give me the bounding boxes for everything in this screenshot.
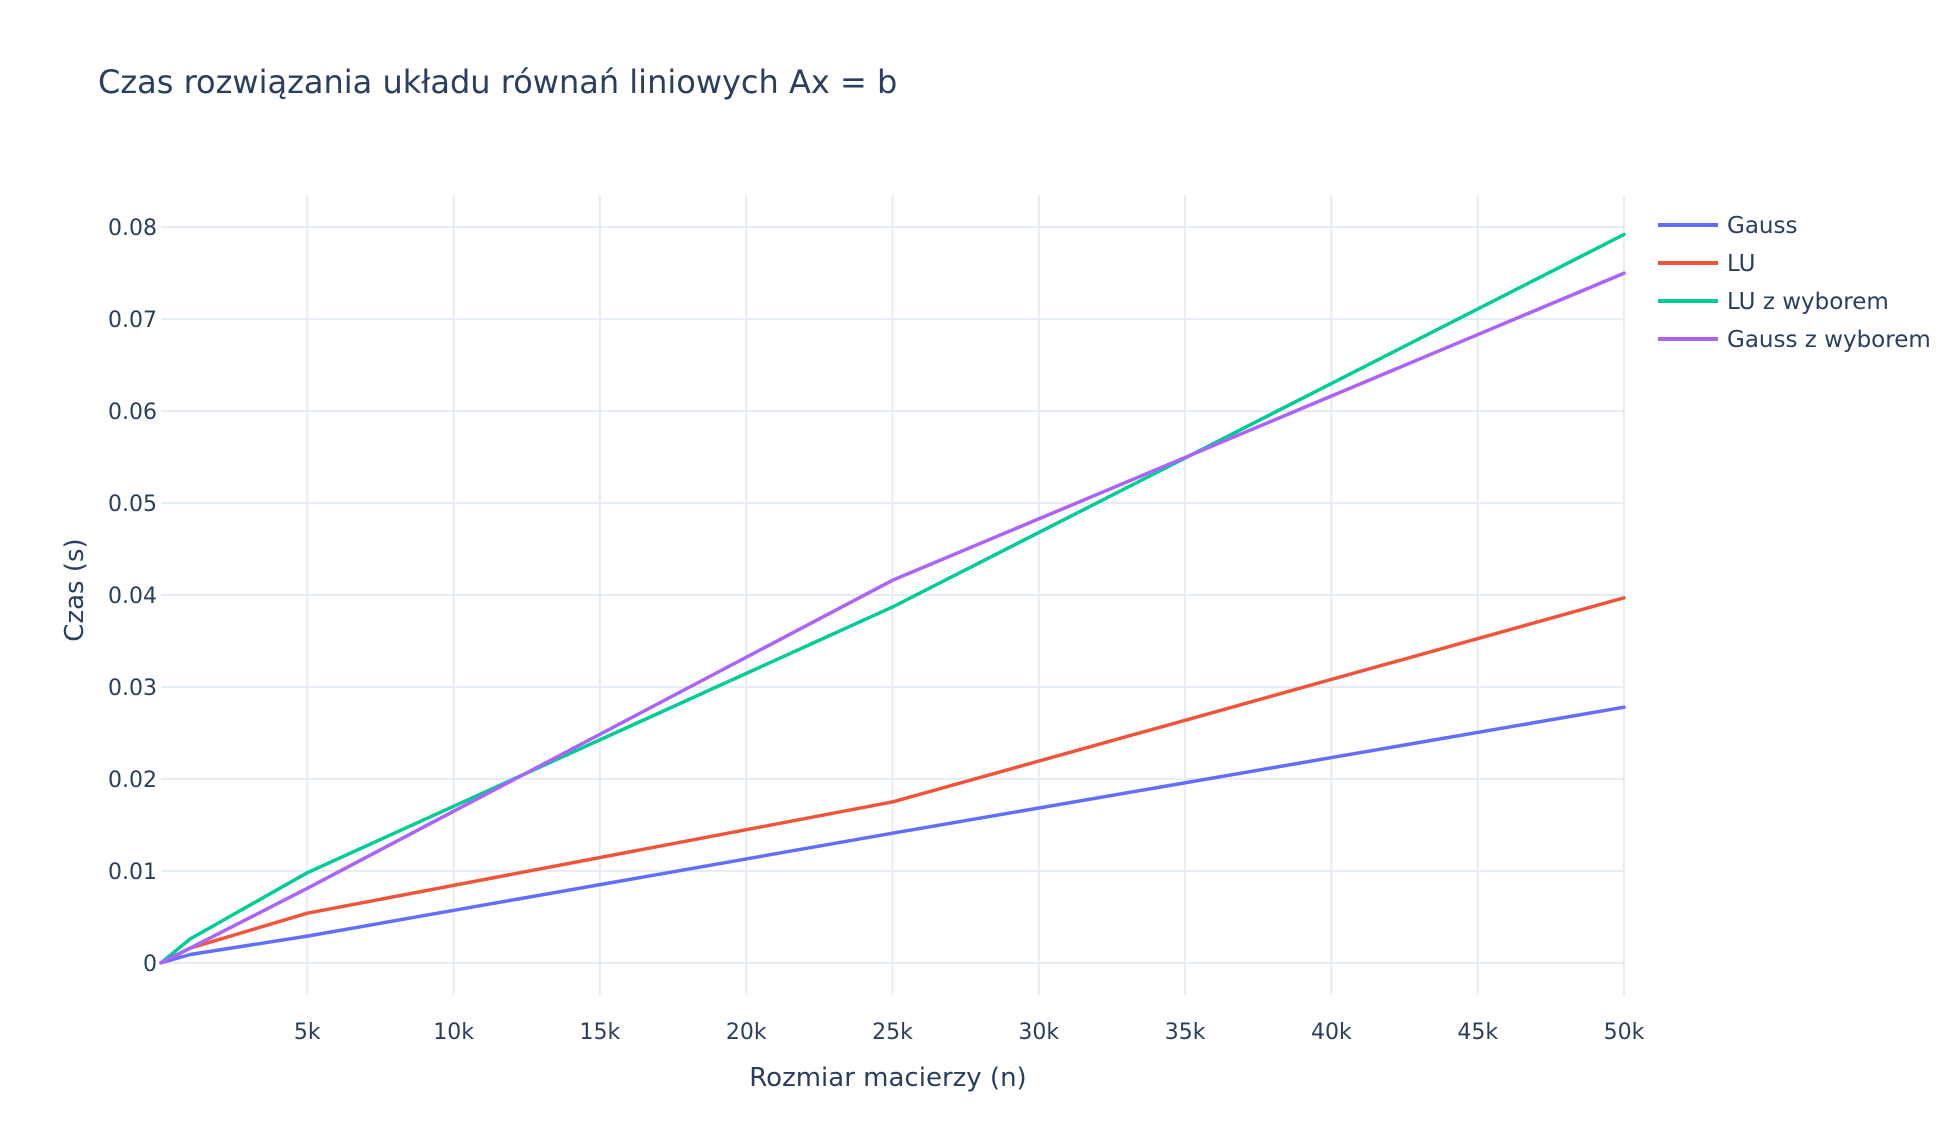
y-tick-label: 0 bbox=[143, 952, 157, 977]
x-tick-label: 15k bbox=[580, 1020, 621, 1045]
x-tick-label: 20k bbox=[726, 1020, 767, 1045]
series-lines bbox=[159, 232, 1626, 965]
y-tick-label: 0.06 bbox=[108, 400, 157, 425]
legend-label-lu-z-wyborem: LU z wyborem bbox=[1727, 289, 1889, 315]
x-tick-label: 25k bbox=[872, 1020, 913, 1045]
legend-label-gauss-z-wyborem: Gauss z wyborem bbox=[1727, 327, 1931, 353]
series-line-gauss-z-wyborem bbox=[159, 271, 1626, 965]
y-tick-label: 0.05 bbox=[108, 492, 157, 517]
y-tick-label: 0.04 bbox=[108, 584, 157, 609]
x-tick-label: 35k bbox=[1165, 1020, 1206, 1045]
legend: Gauss LU LU z wyborem Gauss z wyborem bbox=[1658, 213, 1931, 353]
legend-label-gauss: Gauss bbox=[1727, 213, 1797, 239]
grid bbox=[161, 195, 1625, 995]
legend-label-lu: LU bbox=[1727, 251, 1756, 277]
y-tick-label: 0.03 bbox=[108, 676, 157, 701]
chart-title: Czas rozwiązania układu równań liniowych… bbox=[98, 63, 897, 101]
y-tick-label: 0.01 bbox=[108, 860, 157, 885]
x-tick-label: 45k bbox=[1457, 1020, 1498, 1045]
y-tick-label: 0.08 bbox=[108, 216, 157, 241]
x-tick-label: 40k bbox=[1311, 1020, 1352, 1045]
series-line-lu-z-wyborem bbox=[159, 232, 1626, 965]
y-tick-label: 0.07 bbox=[108, 308, 157, 333]
x-tick-label: 10k bbox=[433, 1020, 474, 1045]
x-tick-label: 5k bbox=[294, 1020, 321, 1045]
y-axis-title: Czas (s) bbox=[60, 538, 90, 641]
x-tick-label: 50k bbox=[1604, 1020, 1645, 1045]
x-axis-ticks: 5k 10k 15k 20k 25k 30k 35k 40k 45k 50k bbox=[294, 1020, 1645, 1045]
series-line-gauss bbox=[159, 705, 1626, 965]
x-tick-label: 30k bbox=[1018, 1020, 1059, 1045]
y-tick-label: 0.02 bbox=[108, 768, 157, 793]
y-axis-ticks: 0 0.01 0.02 0.03 0.04 0.05 0.06 0.07 0.08 bbox=[108, 216, 157, 977]
x-axis-title: Rozmiar macierzy (n) bbox=[749, 1063, 1026, 1093]
